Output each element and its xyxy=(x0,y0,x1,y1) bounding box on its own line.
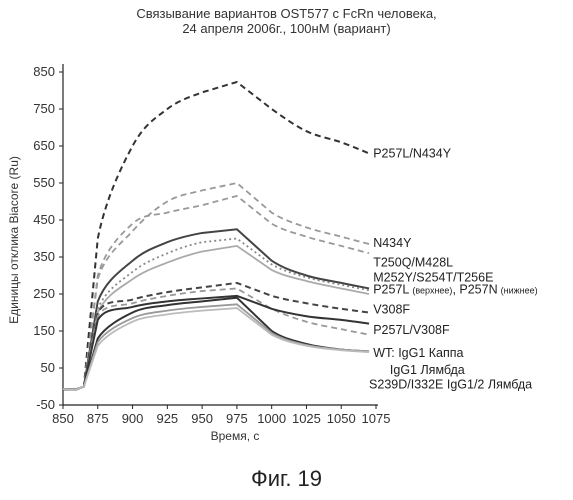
series-annotation: T250Q/M428L xyxy=(373,256,453,270)
annotation-part: IgG1 Лямбда xyxy=(390,363,465,377)
y-axis-label: Единицы отклика Biacore (Ru) xyxy=(7,156,21,324)
y-tick-label: 650 xyxy=(33,138,55,153)
series-annotation: S239D/I332E IgG1/2 Лямбда xyxy=(369,378,532,392)
annotation-part: P257L/N434Y xyxy=(373,146,452,160)
annotation-part: WT: IgG1 Каппа xyxy=(373,346,463,360)
y-tick-label: 550 xyxy=(33,175,55,190)
x-tick-label: 900 xyxy=(122,411,144,426)
x-tick-label: 1075 xyxy=(362,411,391,426)
annotation-part: , P257N xyxy=(452,283,497,297)
annotation-layer: P257L/N434YN434YT250Q/M428LM252Y/S254T/T… xyxy=(369,146,538,391)
series-annotation: N434Y xyxy=(373,236,412,250)
y-tick-label: 150 xyxy=(33,323,55,338)
series-annotation: V308F xyxy=(373,303,410,317)
x-tick-label: 875 xyxy=(87,411,109,426)
annotation-part: (нижнее) xyxy=(501,286,538,296)
annotation-part: V308F xyxy=(373,303,410,317)
x-tick-label: 1000 xyxy=(257,411,286,426)
annotation-part: N434Y xyxy=(373,236,412,250)
y-tick-label: 850 xyxy=(33,64,55,79)
series-annotation: P257L/V308F xyxy=(373,323,450,337)
annotation-part: P257L/V308F xyxy=(373,323,450,337)
annotation-part: (верхнее) xyxy=(412,286,452,296)
annotation-part: S239D/I332E IgG1/2 Лямбда xyxy=(369,378,532,392)
x-tick-label: 1050 xyxy=(327,411,356,426)
series-layer xyxy=(63,82,369,389)
x-axis-label: Время, с xyxy=(211,429,260,443)
y-tick-label: 50 xyxy=(41,360,55,375)
series-line-4 xyxy=(63,239,369,390)
series-line-0 xyxy=(63,82,369,389)
x-tick-label: 850 xyxy=(52,411,74,426)
y-tick-label: 250 xyxy=(33,286,55,301)
annotation-part: T250Q/M428L xyxy=(373,256,453,270)
series-annotation: P257L/N434Y xyxy=(373,146,452,160)
annotation-part: P257L xyxy=(373,283,409,297)
series-annotation: P257L(верхнее), P257N (нижнее) xyxy=(373,283,537,297)
y-tick-label: 450 xyxy=(33,212,55,227)
series-line-2 xyxy=(63,196,369,389)
series-line-11 xyxy=(63,308,369,389)
x-tick-label: 925 xyxy=(156,411,178,426)
series-annotation: IgG1 Лямбда xyxy=(390,363,465,377)
y-tick-label: 750 xyxy=(33,101,55,116)
x-tick-label: 950 xyxy=(191,411,213,426)
x-tick-label: 1025 xyxy=(292,411,321,426)
figure-caption: Фиг. 19 xyxy=(0,466,573,492)
series-annotation: WT: IgG1 Каппа xyxy=(373,346,463,360)
y-tick-label: 350 xyxy=(33,249,55,264)
y-tick-label: -50 xyxy=(36,397,55,412)
x-tick-label: 975 xyxy=(226,411,248,426)
